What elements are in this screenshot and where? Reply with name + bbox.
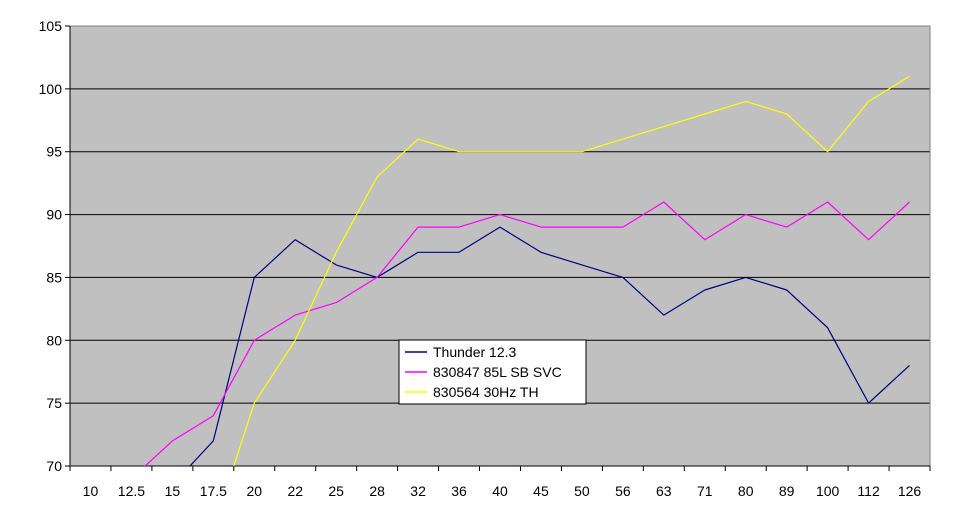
x-tick-label: 40 (492, 483, 508, 499)
x-tick-label: 50 (574, 483, 590, 499)
x-tick-label: 71 (697, 483, 713, 499)
x-tick-label: 25 (328, 483, 344, 499)
x-tick-label: 36 (451, 483, 467, 499)
x-tick-label: 63 (656, 483, 672, 499)
x-tick-label: 126 (898, 483, 922, 499)
legend-box (398, 339, 587, 405)
x-tick-label: 56 (615, 483, 631, 499)
legend-label: 830564 30Hz TH (433, 384, 539, 400)
legend: Thunder 12.3 830847 85L SB SVC 830564 30Hz… (398, 339, 587, 405)
series-lines (144, 75, 910, 466)
x-tick-label: 32 (410, 483, 426, 499)
y-tick-label: 95 (46, 144, 62, 160)
x-tick-label: 10 (83, 483, 99, 499)
x-tick-label: 20 (246, 483, 262, 499)
y-tick-label: 90 (46, 207, 62, 223)
series-line (144, 201, 910, 466)
y-tick-label: 85 (46, 269, 62, 285)
series-line (233, 75, 910, 466)
y-tick-label: 80 (46, 332, 62, 348)
x-tick-label: 22 (287, 483, 303, 499)
x-tick-label: 12.5 (118, 483, 145, 499)
x-tick-label: 89 (779, 483, 795, 499)
x-tick-label: 112 (857, 483, 880, 499)
x-tick-label: 100 (816, 483, 840, 499)
axes: 70 75 80 85 90 95 100 105 10 12.5 15 17.5 20 22 25 28 32… (39, 18, 931, 499)
series-line (189, 226, 910, 466)
y-tick-label: 75 (46, 395, 62, 411)
legend-label: 830847 85L SB SVC (433, 364, 562, 380)
legend-label: Thunder 12.3 (433, 344, 516, 360)
x-tick-label: 17.5 (200, 483, 227, 499)
x-tick-label: 80 (738, 483, 754, 499)
x-tick-label: 28 (369, 483, 385, 499)
x-tick-label: 15 (165, 483, 181, 499)
y-tick-label: 105 (39, 18, 63, 34)
y-tick-label: 70 (46, 458, 62, 474)
y-tick-label: 100 (39, 81, 63, 97)
x-tick-label: 45 (533, 483, 549, 499)
